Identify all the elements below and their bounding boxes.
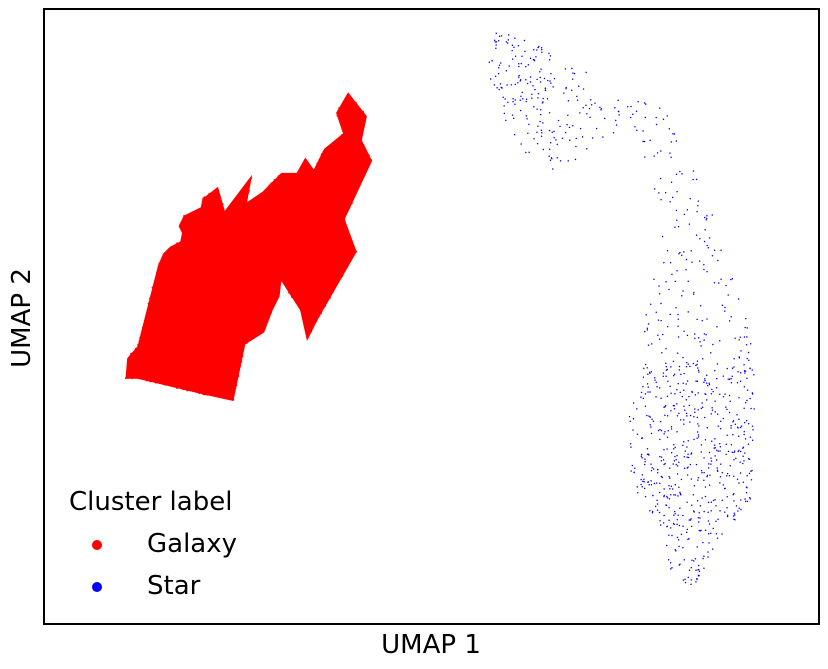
legend: Cluster label Galaxy Star <box>69 487 237 601</box>
points-layer <box>124 32 755 586</box>
legend-label-star: Star <box>147 571 201 601</box>
series-galaxy <box>124 92 373 402</box>
legend-title: Cluster label <box>69 487 232 517</box>
x-axis-label: UMAP 1 <box>381 630 481 660</box>
plot-frame <box>43 8 820 625</box>
y-axis-label: UMAP 2 <box>7 268 37 368</box>
legend-label-galaxy: Galaxy <box>147 529 237 559</box>
legend-marker-star <box>92 582 102 592</box>
legend-marker-galaxy <box>92 540 102 550</box>
series-points-galaxy <box>124 93 373 401</box>
